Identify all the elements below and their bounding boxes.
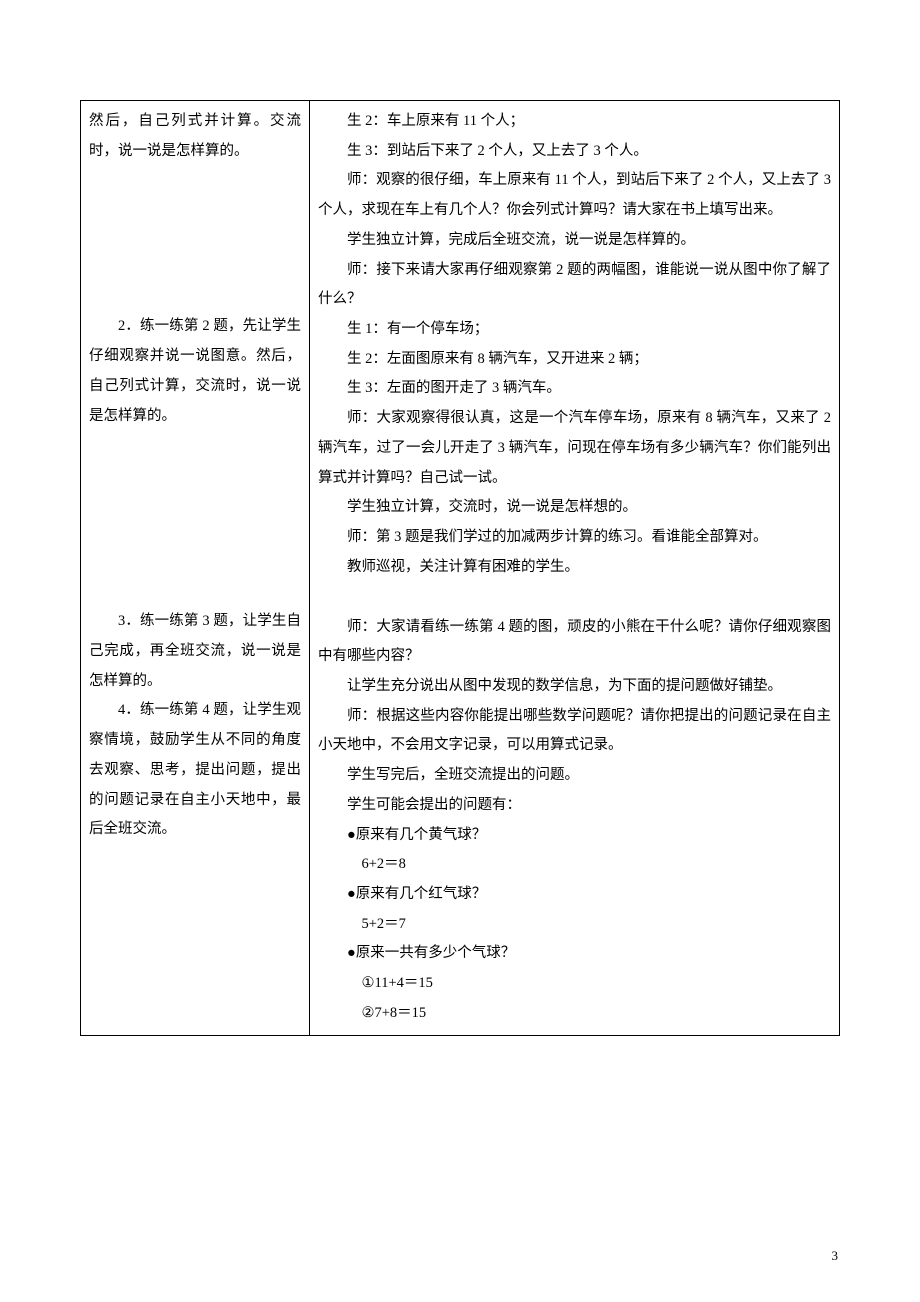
r-n6: 学生可能会提出的问题有： [318,791,831,821]
r-s3b: 生 3：左面的图开走了 3 辆汽车。 [318,374,831,404]
r-q1: ●原来有几个黄气球？ [318,821,831,851]
r-t4: 师：第 3 题是我们学过的加减两步计算的练习。看谁能全部算对。 [318,523,831,553]
r-t5: 师：大家请看练一练第 4 题的图，顽皮的小熊在干什么呢？请你仔细观察图中有哪些内… [318,613,831,672]
left-p1: 然后，自己列式并计算。交流时，说一说是怎样算的。 [89,107,301,166]
r-t6: 师：根据这些内容你能提出哪些数学问题呢？请你把提出的问题记录在自主小天地中，不会… [318,702,831,761]
page: 然后，自己列式并计算。交流时，说一说是怎样算的。 2．练一练第 2 题，先让学生… [0,0,920,1302]
r-q2a: 5+2＝7 [318,910,831,940]
page-number: 3 [832,1248,839,1264]
r-s1b: 生 1：有一个停车场； [318,315,831,345]
left-p2: 2．练一练第 2 题，先让学生仔细观察并说一说图意。然后，自己列式计算，交流时，… [89,312,301,431]
left-p3: 3．练一练第 3 题，让学生自己完成，再全班交流，说一说是怎样算的。 [89,607,301,696]
left-p4: 4．练一练第 4 题，让学生观察情境，鼓励学生从不同的角度去观察、思考，提出问题… [89,696,301,845]
r-n3: 教师巡视，关注计算有困难的学生。 [318,553,831,583]
r-s2: 生 2：车上原来有 11 个人； [318,107,831,137]
content-table: 然后，自己列式并计算。交流时，说一说是怎样算的。 2．练一练第 2 题，先让学生… [80,100,840,1036]
r-t1: 师：观察的很仔细，车上原来有 11 个人，到站后下来了 2 个人，又上去了 3 … [318,166,831,225]
r-s2b: 生 2：左面图原来有 8 辆汽车，又开进来 2 辆； [318,345,831,375]
r-q3a: ①11+4＝15 [318,969,831,999]
r-n4: 让学生充分说出从图中发现的数学信息，为下面的提问题做好铺垫。 [318,672,831,702]
r-q1a: 6+2＝8 [318,850,831,880]
left-column: 然后，自己列式并计算。交流时，说一说是怎样算的。 2．练一练第 2 题，先让学生… [81,101,310,1036]
r-n2: 学生独立计算，交流时，说一说是怎样想的。 [318,493,831,523]
right-column: 生 2：车上原来有 11 个人； 生 3：到站后下来了 2 个人，又上去了 3 … [310,101,840,1036]
r-q3: ●原来一共有多少个气球？ [318,939,831,969]
r-t3: 师：大家观察得很认真，这是一个汽车停车场，原来有 8 辆汽车，又来了 2 辆汽车… [318,404,831,493]
r-q2: ●原来有几个红气球？ [318,880,831,910]
r-n1: 学生独立计算，完成后全班交流，说一说是怎样算的。 [318,226,831,256]
r-q3b: ②7+8＝15 [318,999,831,1029]
r-n5: 学生写完后，全班交流提出的问题。 [318,761,831,791]
r-s3: 生 3：到站后下来了 2 个人，又上去了 3 个人。 [318,137,831,167]
r-t2: 师：接下来请大家再仔细观察第 2 题的两幅图，谁能说一说从图中你了解了什么？ [318,256,831,315]
